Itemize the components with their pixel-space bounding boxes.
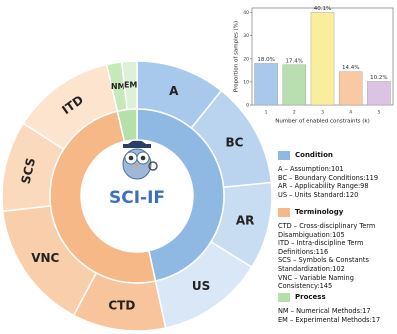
legend-label: Terminology xyxy=(295,208,344,217)
inner-segment xyxy=(49,110,157,284)
legend-item: A – Assumption:101 xyxy=(278,165,344,173)
legend-item: ITD – Intra-discipline Term Definitions:… xyxy=(278,239,364,256)
legend-title: Condition xyxy=(278,151,395,160)
owl-icon xyxy=(122,138,158,180)
value-label: 17.4% xyxy=(286,58,303,64)
legend-swatch xyxy=(278,293,290,302)
bar xyxy=(338,71,363,106)
y-tick-label: 0 xyxy=(246,103,249,109)
bar xyxy=(367,81,391,106)
segment-label: AR xyxy=(236,214,255,228)
legend-item: BC – Boundary Conditions:119 xyxy=(278,173,379,182)
y-axis-label: Proportion of samples (%) xyxy=(234,21,240,92)
segment-label: CTD xyxy=(108,298,135,312)
segment-label: EM xyxy=(124,81,137,90)
inner-segment xyxy=(116,108,138,143)
legend-group: Terminology CTD – Cross-disciplinary Term… xyxy=(278,208,395,291)
legend-item: AR – Applicability Range:98 xyxy=(278,182,369,191)
legend-item: SCS – Symbols & Constants Standardizatio… xyxy=(278,256,369,273)
segment-label: A xyxy=(169,84,179,98)
segment-label: BC xyxy=(226,135,244,149)
x-tick-label: 5 xyxy=(377,110,380,116)
segment-label: VNC xyxy=(31,251,59,265)
inner-segment xyxy=(136,108,225,282)
x-tick-label: 3 xyxy=(321,110,324,116)
legend-item: CTD – Cross-disciplinary Term Disambigua… xyxy=(278,222,376,239)
segment-label: SCS xyxy=(19,156,39,185)
legend-group: Condition A – Assumption:101 BC – Boundary… xyxy=(278,151,395,199)
legend-item: NM – Numerical Methods:17 xyxy=(278,307,371,315)
value-label: 40.1% xyxy=(314,6,331,12)
segment-label: US xyxy=(192,279,210,293)
legend-item: US – Units Standard:120 xyxy=(278,190,359,199)
legend-swatch xyxy=(278,208,290,217)
legend-swatch xyxy=(278,151,290,160)
legend-item: EM – Experimental Methods:17 xyxy=(278,315,381,324)
bar xyxy=(310,12,335,106)
value-label: 14.4% xyxy=(342,65,359,71)
bar xyxy=(282,64,307,106)
y-tick-label: 40 xyxy=(243,10,249,16)
legend-group: Process NM – Numerical Methods:17 EM – Exp… xyxy=(278,293,395,324)
legend-title: Process xyxy=(278,293,395,302)
legend-label: Process xyxy=(295,293,326,302)
x-tick-label: 2 xyxy=(293,110,296,116)
bar xyxy=(254,63,278,106)
x-tick-label: 4 xyxy=(349,110,352,116)
legend-title: Terminology xyxy=(278,208,395,217)
legend-label: Condition xyxy=(295,151,333,160)
y-tick-label: 10 xyxy=(243,79,249,85)
center-label: SCI-IF xyxy=(109,188,165,208)
y-tick-label: 30 xyxy=(243,33,249,39)
value-label: 18.0% xyxy=(257,57,274,63)
y-tick-label: 20 xyxy=(243,56,249,62)
x-axis-label: Number of enabled constraints (k) xyxy=(275,119,370,125)
segment-label: NM xyxy=(111,82,126,91)
value-label: 10.2% xyxy=(370,75,387,81)
legend-item: VNC – Variable Naming Consistency:145 xyxy=(278,273,354,291)
x-tick-label: 1 xyxy=(265,110,268,116)
